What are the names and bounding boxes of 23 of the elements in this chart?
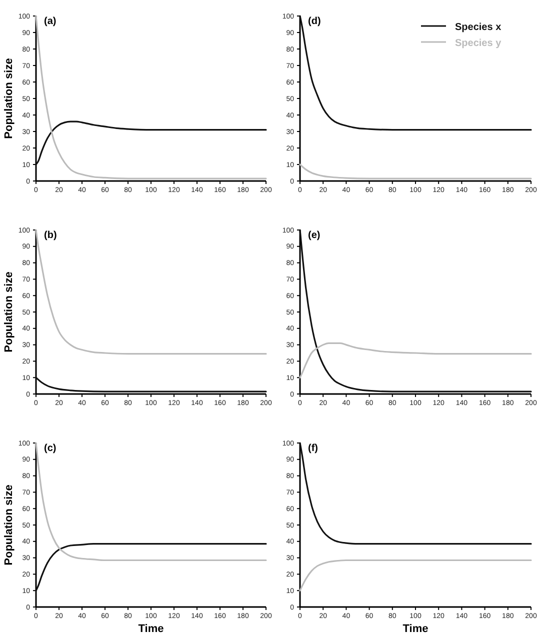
line-series bbox=[35, 442, 267, 562]
chart-title: (f) bbox=[308, 443, 318, 454]
y-axis-title: Population size bbox=[3, 484, 15, 566]
line-series bbox=[35, 229, 267, 355]
y-axis-title: Population size bbox=[3, 272, 15, 352]
x-axis-title: Time bbox=[402, 623, 428, 634]
line-series bbox=[299, 164, 532, 180]
line-series bbox=[299, 342, 532, 378]
chart-title: (e) bbox=[308, 230, 320, 241]
x-axis-title: Time bbox=[138, 623, 164, 634]
line-series bbox=[299, 442, 532, 545]
chart-title: (b) bbox=[44, 230, 57, 241]
chart-title: (c) bbox=[44, 443, 56, 454]
chart-title: (a) bbox=[44, 16, 56, 27]
line-series bbox=[35, 376, 267, 392]
chart-title: (d) bbox=[308, 16, 321, 27]
legend-label: Species x bbox=[455, 22, 502, 33]
line-series bbox=[35, 120, 267, 166]
y-axis-title: Population size bbox=[3, 58, 15, 139]
legend-label: Species y bbox=[455, 38, 502, 49]
line-series bbox=[299, 559, 532, 592]
line-series bbox=[299, 15, 532, 131]
line-series bbox=[35, 543, 267, 592]
